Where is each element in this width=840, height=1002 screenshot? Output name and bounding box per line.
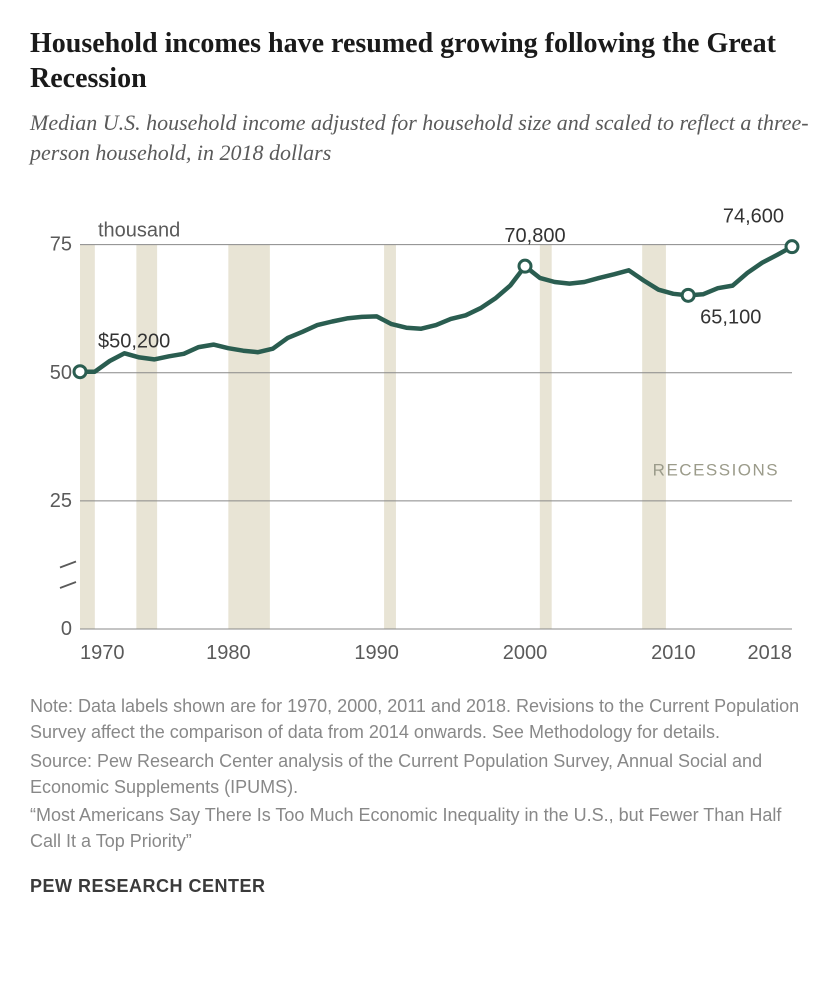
source-text: Source: Pew Research Center analysis of … (30, 748, 810, 800)
svg-text:RECESSIONS: RECESSIONS (653, 461, 779, 480)
svg-text:50: 50 (50, 362, 72, 384)
chart-title: Household incomes have resumed growing f… (30, 26, 810, 96)
footnote-block: Note: Data labels shown are for 1970, 20… (30, 693, 810, 854)
svg-text:25: 25 (50, 490, 72, 512)
svg-text:75: 75 (50, 234, 72, 256)
svg-text:1980: 1980 (206, 642, 251, 664)
svg-text:70,800: 70,800 (504, 226, 565, 248)
svg-text:65,100: 65,100 (700, 307, 761, 329)
svg-text:2018: 2018 (748, 642, 793, 664)
svg-text:0: 0 (61, 618, 72, 640)
svg-text:1990: 1990 (354, 642, 399, 664)
note-text: Note: Data labels shown are for 1970, 20… (30, 693, 810, 745)
svg-text:$50,200: $50,200 (98, 331, 170, 353)
attribution: PEW RESEARCH CENTER (30, 876, 810, 897)
line-chart: 0 25 50 75 thousand 1970 1980 1990 2000 2010 2018 $… (30, 189, 810, 669)
svg-text:2000: 2000 (503, 642, 548, 664)
svg-text:1970: 1970 (80, 642, 125, 664)
chart-svg: 0 25 50 75 thousand 1970 1980 1990 2000 2010 2018 $… (30, 189, 810, 669)
svg-text:74,600: 74,600 (723, 206, 784, 228)
quote-text: “Most Americans Say There Is Too Much Ec… (30, 802, 810, 854)
svg-text:thousand: thousand (98, 220, 180, 242)
svg-text:2010: 2010 (651, 642, 696, 664)
chart-subtitle: Median U.S. household income adjusted fo… (30, 108, 810, 167)
